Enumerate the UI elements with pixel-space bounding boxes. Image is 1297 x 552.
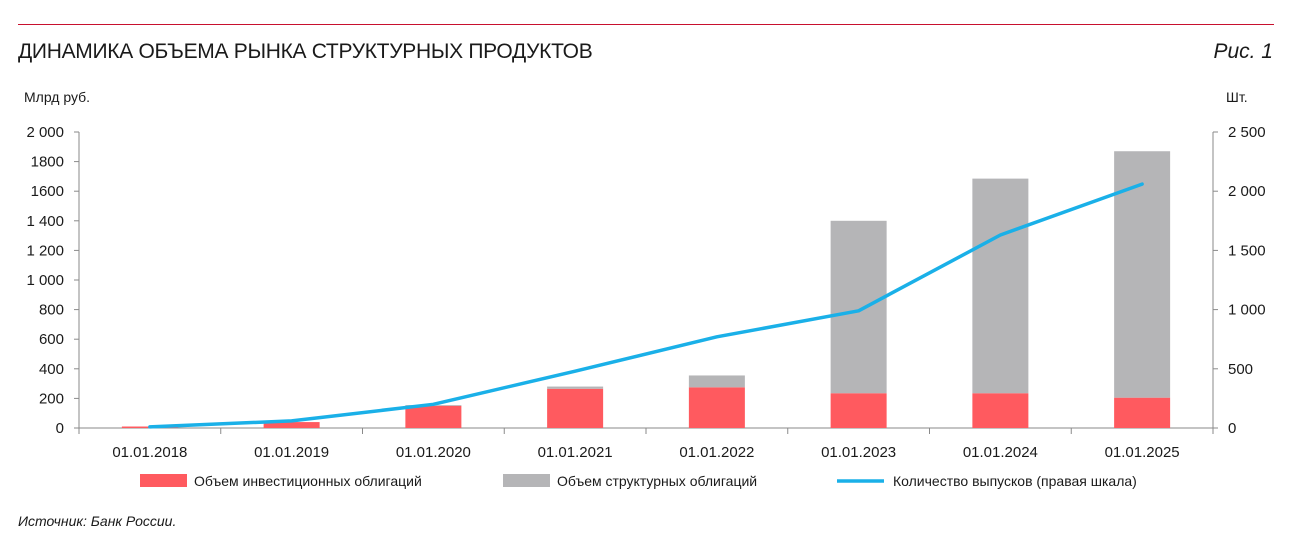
accent-rule: [18, 24, 1274, 25]
x-tick-label: 01.01.2023: [821, 444, 896, 461]
left-tick-label: 2 000: [26, 124, 64, 141]
legend-swatch-investment: [140, 474, 187, 487]
chart-title: ДИНАМИКА ОБЪЕМА РЫНКА СТРУКТУРНЫХ ПРОДУК…: [18, 40, 593, 63]
right-tick-label: 0: [1228, 420, 1236, 437]
legend-label-issues: Количество выпусков (правая шкала): [893, 473, 1137, 489]
bar-investment-bonds: [547, 388, 604, 428]
x-tick-label: 01.01.2018: [112, 444, 187, 461]
bar-structural-bonds: [1114, 151, 1171, 398]
bar-investment-bonds: [830, 393, 887, 428]
right-tick-label: 2 000: [1228, 183, 1266, 200]
x-tick-label: 01.01.2021: [538, 444, 613, 461]
right-axis-unit: Шт.: [1226, 89, 1248, 105]
left-tick-label: 1 400: [26, 213, 64, 230]
bar-investment-bonds: [688, 387, 745, 428]
legend-swatch-structural: [503, 474, 550, 487]
left-tick-label: 1 200: [26, 242, 64, 259]
bar-structural-bonds: [547, 386, 604, 389]
legend-label-investment: Объем инвестиционных облигаций: [194, 473, 422, 489]
x-tick-label: 01.01.2025: [1105, 444, 1180, 461]
bar-structural-bonds: [972, 178, 1029, 394]
bar-structural-bonds: [830, 220, 887, 394]
x-tick-label: 01.01.2019: [254, 444, 329, 461]
bar-structural-bonds: [688, 375, 745, 388]
left-tick-label: 0: [56, 420, 64, 437]
x-tick-label: 01.01.2022: [679, 444, 754, 461]
right-tick-label: 2 500: [1228, 124, 1266, 141]
left-tick-label: 600: [39, 331, 64, 348]
bar-investment-bonds: [263, 422, 320, 428]
line-issues-count: [148, 182, 1144, 429]
right-tick-label: 1 500: [1228, 242, 1266, 259]
source-note: Источник: Банк России.: [18, 513, 177, 529]
left-axis-unit: Млрд руб.: [24, 89, 91, 105]
bar-investment-bonds: [1114, 397, 1171, 428]
x-tick-label: 01.01.2020: [396, 444, 471, 461]
left-tick-label: 1800: [31, 154, 64, 171]
x-tick-label: 01.01.2024: [963, 444, 1038, 461]
left-tick-label: 1600: [31, 183, 64, 200]
bar-investment-bonds: [972, 393, 1029, 428]
left-tick-label: 200: [39, 390, 64, 407]
figure-label: Рис. 1: [1213, 40, 1273, 63]
left-tick-label: 1 000: [26, 272, 64, 289]
legend-label-structural: Объем структурных облигаций: [557, 473, 757, 489]
right-tick-label: 1 000: [1228, 302, 1266, 319]
left-tick-label: 400: [39, 361, 64, 378]
bar-investment-bonds: [405, 405, 462, 428]
right-tick-label: 500: [1228, 361, 1253, 378]
left-tick-label: 800: [39, 302, 64, 319]
